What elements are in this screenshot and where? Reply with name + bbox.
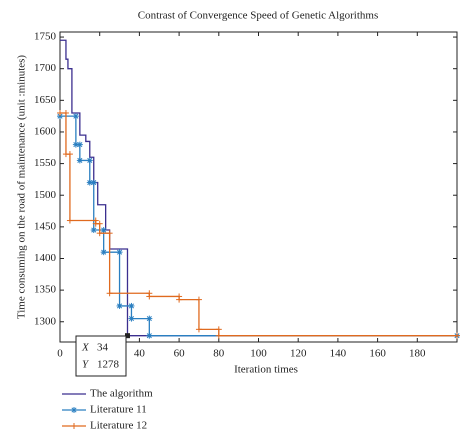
- series-marker: [195, 326, 202, 333]
- series-marker: [72, 113, 79, 120]
- series-marker: [146, 315, 153, 322]
- x-tick-label: 140: [330, 348, 347, 360]
- datatip-y-value: 1278: [97, 359, 120, 371]
- series-marker: [106, 230, 113, 237]
- marker-stroke: [91, 227, 97, 233]
- series-marker: [90, 179, 97, 186]
- x-tick-label: 160: [369, 348, 386, 360]
- y-tick-label: 1550: [34, 157, 57, 169]
- y-tick-label: 1750: [34, 31, 57, 43]
- y-tick-label: 1700: [34, 62, 57, 74]
- legend-label: The algorithm: [90, 388, 153, 400]
- marker-stroke: [73, 113, 79, 119]
- y-tick-label: 1450: [34, 220, 57, 232]
- x-tick-label: 0: [57, 348, 63, 360]
- series-marker: [128, 302, 135, 309]
- series-marker: [116, 249, 123, 256]
- marker-stroke: [57, 113, 63, 119]
- series-marker: [66, 217, 73, 224]
- x-tick-label: 120: [290, 348, 307, 360]
- chart-title: Contrast of Convergence Speed of Genetic…: [138, 10, 379, 22]
- series-marker: [215, 332, 222, 339]
- series-marker: [106, 290, 113, 297]
- legend-label: Literature 12: [90, 420, 147, 432]
- marker-stroke: [128, 303, 135, 309]
- series-marker: [100, 227, 107, 234]
- datatip-x-label: X: [81, 342, 90, 354]
- datatip-y-label: Y: [82, 359, 90, 371]
- series-marker: [57, 109, 63, 116]
- x-tick-label: 100: [250, 348, 267, 360]
- marker-stroke: [101, 227, 107, 233]
- marker-stroke: [77, 157, 83, 163]
- series-marker: [96, 220, 103, 227]
- series-marker: [90, 227, 97, 234]
- y-tick-label: 1600: [34, 125, 57, 137]
- marker-stroke: [87, 180, 93, 186]
- y-tick-label: 1650: [34, 94, 57, 106]
- series-marker: [146, 332, 153, 339]
- series-marker: [76, 157, 83, 164]
- marker-stroke: [116, 249, 123, 255]
- series-marker: [86, 157, 93, 164]
- marker-stroke: [116, 303, 123, 309]
- marker-stroke: [71, 407, 77, 413]
- y-tick-label: 1400: [34, 252, 57, 264]
- series-marker: [215, 326, 222, 333]
- legend-marker: [71, 407, 77, 413]
- legend-label: Literature 11: [90, 404, 147, 416]
- series-marker: [116, 302, 123, 309]
- series-marker: [66, 151, 73, 158]
- y-tick-label: 1350: [34, 284, 57, 296]
- marker-stroke: [77, 142, 83, 148]
- series-marker: [146, 293, 153, 300]
- series-line: [60, 112, 457, 337]
- legend-marker: [71, 423, 77, 429]
- marker-stroke: [91, 180, 97, 186]
- series-marker: [100, 249, 107, 256]
- series-marker: [454, 332, 460, 339]
- x-tick-label: 40: [134, 348, 146, 360]
- series-marker: [76, 141, 83, 148]
- x-axis-label: Iteration times: [234, 364, 298, 376]
- y-tick-label: 1500: [34, 189, 57, 201]
- datatip-box: [75, 335, 127, 377]
- y-tick-label: 1300: [34, 315, 57, 327]
- datatip-x-value: 34: [97, 342, 109, 354]
- marker-stroke: [73, 142, 79, 148]
- marker-stroke: [87, 157, 93, 163]
- series-marker: [62, 109, 69, 116]
- marker-stroke: [128, 316, 135, 322]
- series-line: [60, 115, 457, 337]
- marker-stroke: [101, 249, 107, 255]
- y-axis-label: Time consuming on the road of maintenanc…: [16, 55, 28, 319]
- x-tick-label: 80: [213, 348, 225, 360]
- series-marker: [195, 296, 202, 303]
- x-tick-label: 180: [409, 348, 426, 360]
- series-marker: [128, 315, 135, 322]
- marker-stroke: [146, 333, 152, 339]
- x-tick-label: 60: [174, 348, 186, 360]
- series-marker: [96, 230, 103, 237]
- marker-stroke: [146, 316, 152, 322]
- series-marker: [176, 296, 183, 303]
